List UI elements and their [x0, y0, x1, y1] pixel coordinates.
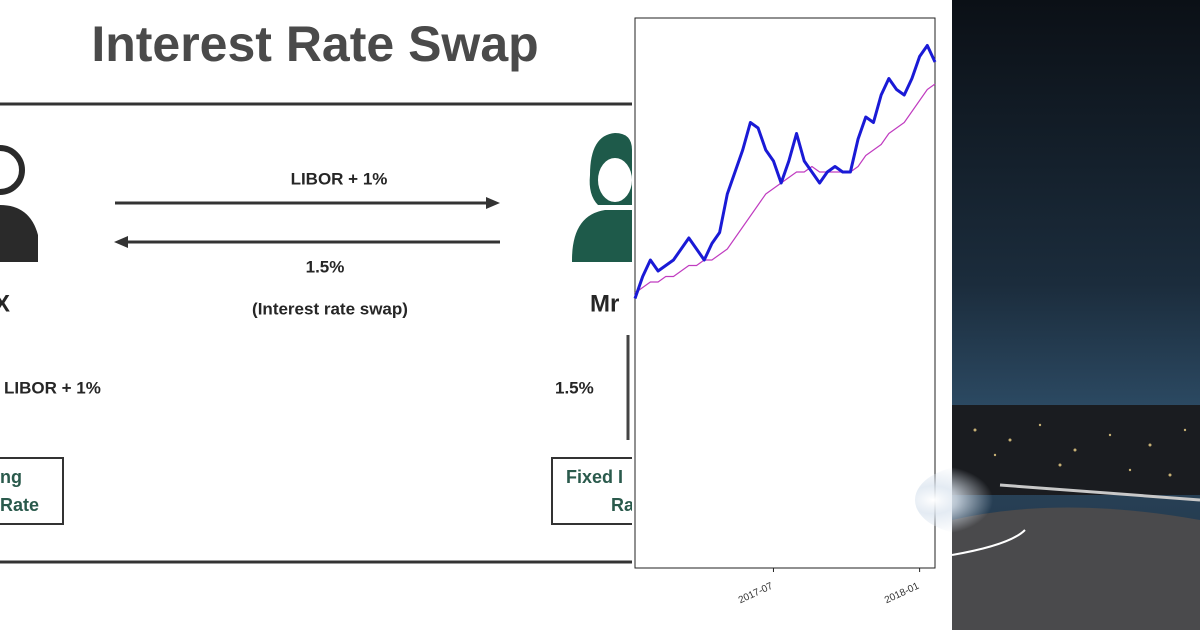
- box-text: Fixed I: [566, 467, 623, 487]
- person-icon: [572, 133, 632, 262]
- series-line: [633, 44, 937, 299]
- party-name: Mr: [590, 290, 619, 317]
- series-line: [634, 83, 936, 294]
- title: Interest Rate Swap: [91, 16, 538, 72]
- arrow-head: [486, 197, 500, 209]
- box-text: Rate: [0, 495, 39, 515]
- person-icon: [0, 145, 38, 262]
- box-text: ng: [0, 467, 22, 487]
- night-photo: [915, 0, 1200, 630]
- chart: 2017-07 2018-01: [632, 0, 952, 630]
- arrow-label: LIBOR + 1%: [291, 169, 388, 188]
- rate-box: [0, 457, 64, 525]
- chart-bg: [632, 0, 952, 630]
- arrow-head: [114, 236, 128, 248]
- payment: LIBOR + 1%: [4, 378, 101, 397]
- note: (Interest rate swap): [252, 299, 408, 318]
- payment: 1.5%: [555, 378, 594, 397]
- arrow-label: 1.5%: [306, 257, 345, 276]
- party-name: X: [0, 290, 10, 317]
- box-text: Ra: [611, 495, 635, 515]
